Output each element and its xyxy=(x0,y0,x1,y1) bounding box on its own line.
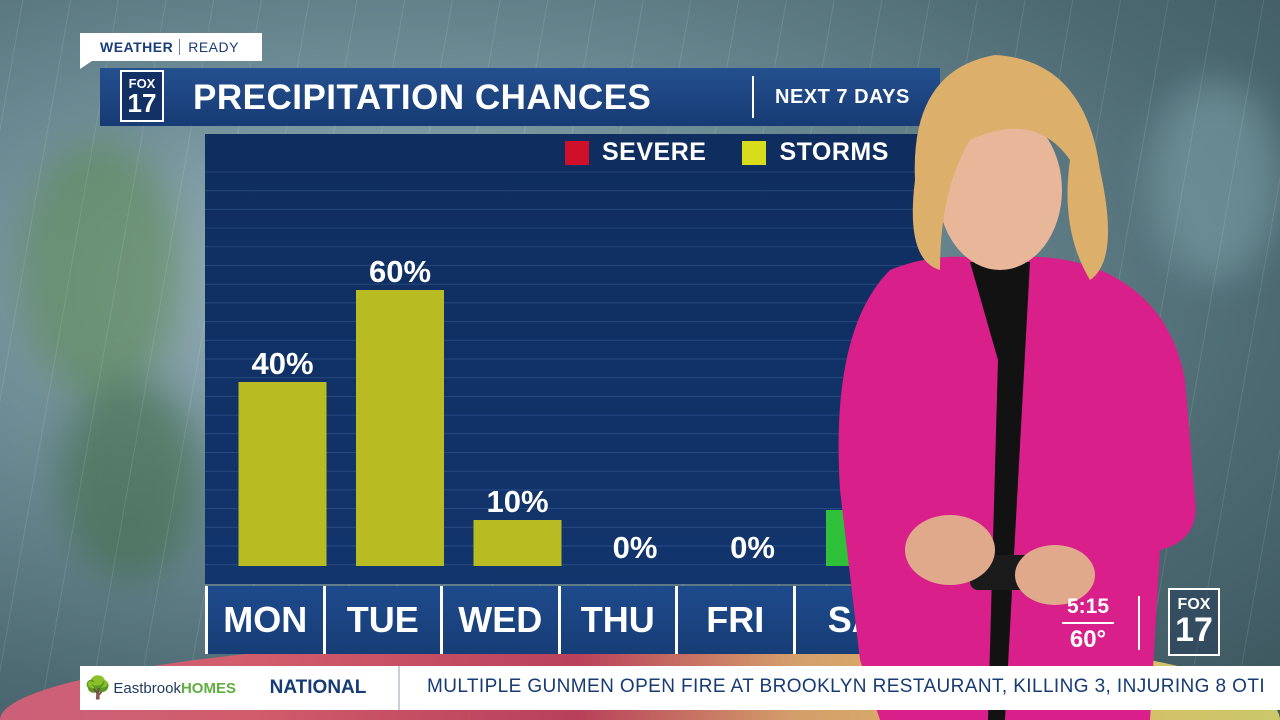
value-label-thu: 0% xyxy=(613,530,658,565)
presenter-figure xyxy=(838,55,1196,720)
chart-subtitle: NEXT 7 DAYS xyxy=(775,86,910,108)
header-bar xyxy=(100,68,940,126)
legend-label-storms: STORMS xyxy=(779,138,889,166)
day-label-tue: TUE xyxy=(322,586,440,654)
header-divider xyxy=(752,76,754,118)
weather-ready-badge: WEATHER READY xyxy=(80,33,262,61)
legend-item-storms: STORMS xyxy=(742,138,889,167)
time-temp-separator xyxy=(1062,622,1114,624)
logo-text-17: 17 xyxy=(127,87,157,118)
chart-panel xyxy=(205,134,940,584)
badge-word-weather: WEATHER xyxy=(100,39,174,55)
ticker-headline: MULTIPLE GUNMEN OPEN FIRE AT BROOKLYN RE… xyxy=(427,676,1266,697)
chart-bars xyxy=(238,290,914,566)
bar-mon xyxy=(238,382,327,566)
badge-tail xyxy=(80,61,92,69)
fox17-logo: FOX 17 xyxy=(120,70,164,122)
day-label-wed: WED xyxy=(440,586,558,654)
bar-tue xyxy=(356,290,444,566)
current-time: 5:15 xyxy=(1066,595,1110,618)
sponsor-name: Eastbrook xyxy=(113,679,181,697)
day-label-fri: FRI xyxy=(675,586,793,654)
legend-label-severe: SEVERE xyxy=(602,138,707,166)
chart-gridlines xyxy=(205,171,940,566)
background-bokeh xyxy=(1150,80,1280,280)
day-label-thu: THU xyxy=(557,586,675,654)
sponsor-suffix: HOMES xyxy=(180,679,236,697)
background-bokeh xyxy=(60,380,200,580)
bug-text-17: 17 xyxy=(1175,611,1213,649)
sponsor-text: EastbrookHOMES xyxy=(113,680,236,697)
bar-wed xyxy=(473,520,562,566)
value-label-fri: 0% xyxy=(730,530,775,565)
chart-value-labels: 40% 60% 10% 0% 0% xyxy=(251,254,774,565)
tree-icon: 🌳 xyxy=(84,675,112,700)
time-temp-display: 5:15 60° xyxy=(1062,595,1114,654)
value-label-wed: 10% xyxy=(486,484,548,519)
legend-swatch-storms xyxy=(742,140,767,165)
legend-swatch-severe xyxy=(565,140,589,165)
value-label-tue: 60% xyxy=(369,254,431,289)
bug-divider xyxy=(1138,596,1140,650)
day-label-mon: MON xyxy=(205,586,323,654)
fox17-corner-bug: FOX 17 xyxy=(1168,588,1220,656)
ticker-category: NATIONAL xyxy=(238,666,400,710)
background-bokeh xyxy=(20,140,180,400)
logo-text-fox: FOX xyxy=(128,75,156,91)
chart-legend: SEVERE STORMS xyxy=(565,138,925,167)
badge-word-ready: READY xyxy=(179,39,239,55)
chart-title: PRECIPITATION CHANCES xyxy=(193,78,652,117)
sponsor-logo: 🌳 EastbrookHOMES xyxy=(80,666,236,710)
value-label-mon: 40% xyxy=(251,346,313,381)
current-temperature: 60° xyxy=(1069,626,1107,653)
legend-item-severe: SEVERE xyxy=(565,138,706,167)
bug-text-fox: FOX xyxy=(1177,596,1211,613)
